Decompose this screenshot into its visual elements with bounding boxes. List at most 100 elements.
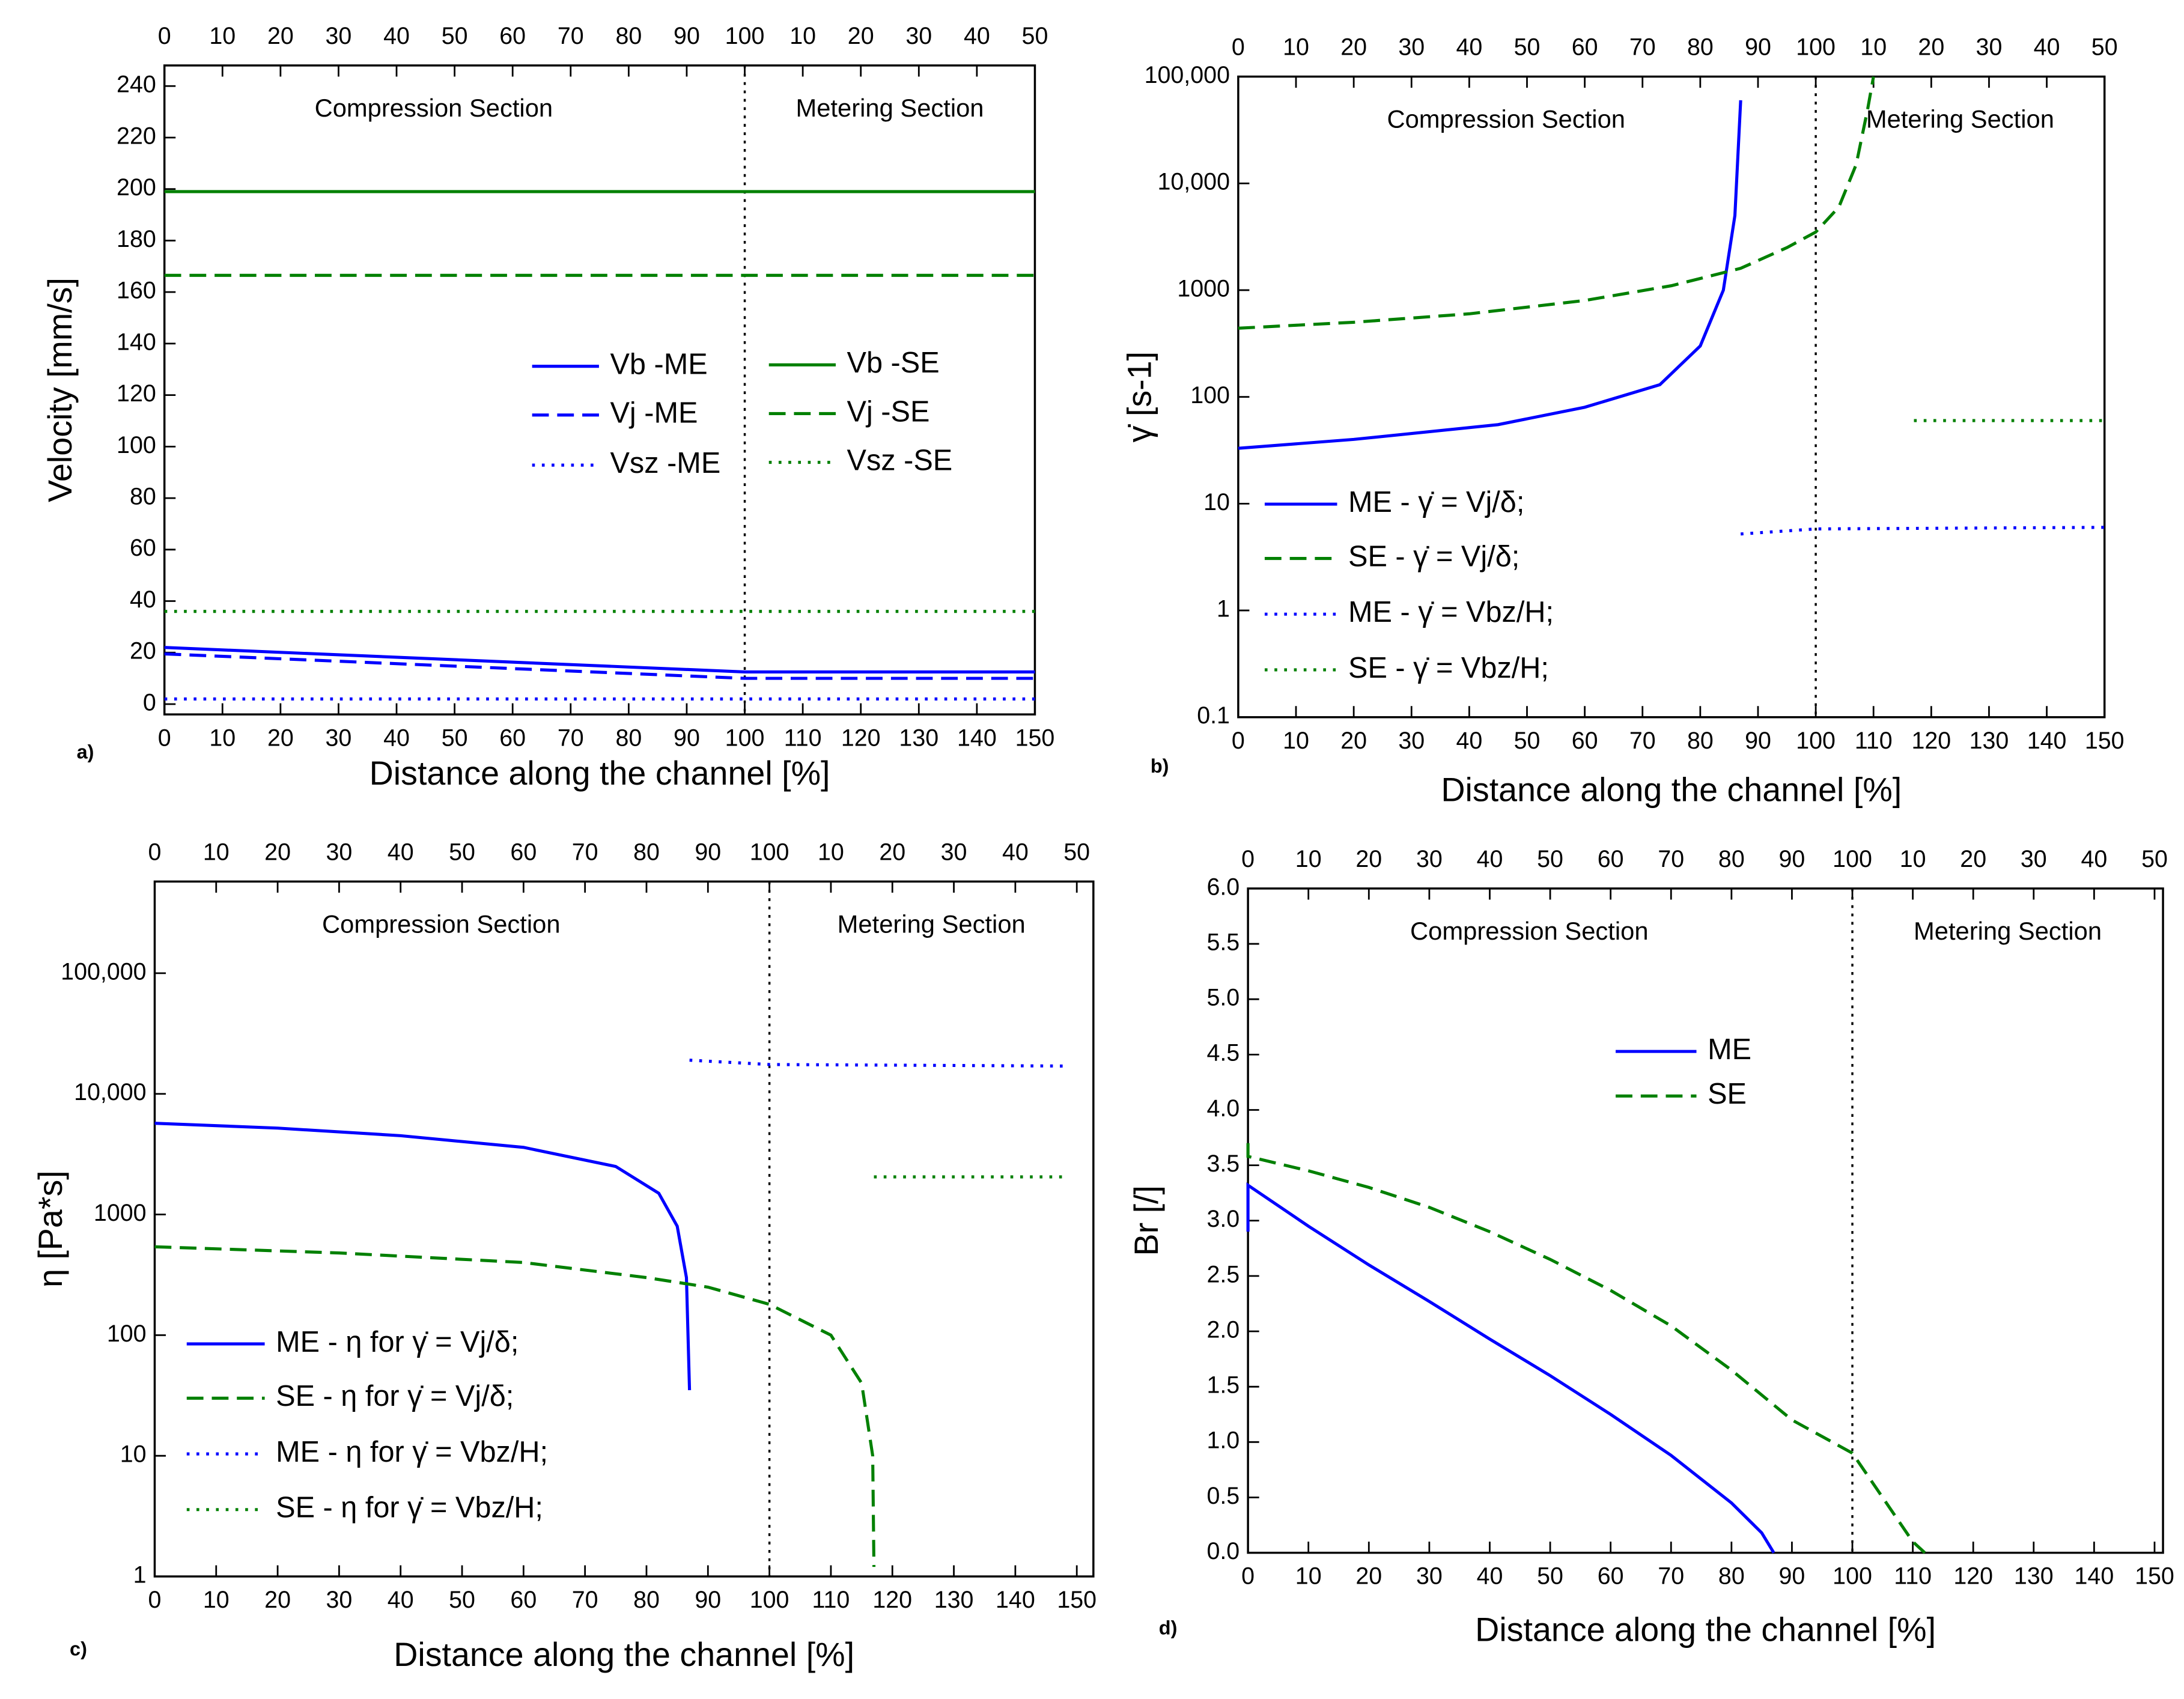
x-tick-label: 0 <box>158 725 171 751</box>
x2-tick-label: 10 <box>818 839 844 865</box>
x2-tick-label: 20 <box>848 23 874 49</box>
section-label: Metering Section <box>838 910 1026 938</box>
x2-tick-label: 30 <box>1416 846 1443 872</box>
panel-label: c) <box>70 1638 87 1659</box>
y-tick-label: 0.1 <box>1197 702 1230 729</box>
x2-tick-label: 70 <box>558 23 584 49</box>
x-tick-label: 50 <box>1514 728 1541 754</box>
x-tick-label: 80 <box>1718 1563 1745 1590</box>
y-tick-label: 100 <box>1190 382 1230 409</box>
x-tick-label: 100 <box>1833 1563 1872 1590</box>
legend-label: SE <box>1708 1078 1747 1110</box>
x2-tick-label: 20 <box>267 23 294 49</box>
x2-tick-label: 50 <box>1063 839 1090 865</box>
x2-tick-label: 90 <box>674 23 700 49</box>
x2-tick-label: 20 <box>1355 846 1382 872</box>
x-tick-label: 100 <box>1796 728 1836 754</box>
x-tick-label: 70 <box>1629 728 1656 754</box>
x-tick-label: 70 <box>1658 1563 1684 1590</box>
y-tick-label: 3.0 <box>1206 1206 1240 1232</box>
x2-tick-label: 10 <box>1900 846 1926 872</box>
series-line <box>164 652 1035 680</box>
x-tick-label: 150 <box>1015 725 1055 751</box>
plot-frame <box>163 64 1036 716</box>
x2-tick-label: 10 <box>203 839 230 865</box>
panel-label: d) <box>1159 1617 1178 1639</box>
series-line <box>1238 100 1742 450</box>
section-label: Metering Section <box>1866 105 2054 133</box>
x-tick-label: 0 <box>148 1587 162 1613</box>
y-tick-label: 100,000 <box>61 958 146 985</box>
legend-label: Vj -SE <box>847 395 930 428</box>
x2-tick-label: 40 <box>1477 846 1503 872</box>
x2-tick-label: 40 <box>383 23 410 49</box>
x2-tick-label: 50 <box>1537 846 1563 872</box>
y-tick-label: 20 <box>130 638 156 664</box>
y-axis-label: η [Pa*s] <box>32 1170 69 1287</box>
x2-tick-label: 30 <box>941 839 967 865</box>
y-tick-label: 4.0 <box>1206 1095 1240 1122</box>
series-line <box>1740 526 2105 536</box>
y-tick-label: 10 <box>120 1441 147 1468</box>
x-tick-label: 10 <box>1283 728 1309 754</box>
x2-tick-label: 40 <box>964 23 990 49</box>
x-tick-label: 150 <box>2135 1563 2174 1590</box>
y-tick-label: 1000 <box>1177 275 1230 302</box>
x2-tick-label: 10 <box>1860 34 1887 61</box>
x-tick-label: 130 <box>1970 728 2009 754</box>
legend-label: SE - η for γ̇ = Vj/δ; <box>276 1380 514 1412</box>
legend-label: ME <box>1708 1033 1751 1066</box>
x-tick-label: 140 <box>996 1587 1035 1613</box>
y-tick-label: 240 <box>117 71 156 98</box>
legend-label: Vb -SE <box>847 347 940 379</box>
x2-tick-label: 90 <box>1779 846 1805 872</box>
legend-label: ME - γ̇ = Vbz/H; <box>1348 596 1554 628</box>
x-tick-label: 60 <box>1572 728 1598 754</box>
y-tick-label: 100 <box>117 432 156 458</box>
x2-tick-label: 60 <box>1598 846 1624 872</box>
x2-tick-label: 40 <box>1002 839 1029 865</box>
x-axis-label: Distance along the channel [%] <box>394 1636 854 1673</box>
y-tick-label: 80 <box>130 483 156 509</box>
legend-label: SE - γ̇ = Vbz/H; <box>1348 652 1549 684</box>
legend-label: ME - γ̇ = Vj/δ; <box>1348 486 1524 518</box>
series-line <box>164 646 1035 673</box>
x-tick-label: 90 <box>1745 728 1771 754</box>
x-tick-label: 120 <box>872 1587 912 1613</box>
x2-tick-label: 40 <box>1456 34 1482 61</box>
y-axis-label: Br [/] <box>1128 1185 1165 1256</box>
x2-tick-label: 30 <box>905 23 932 49</box>
y-tick-label: 1.5 <box>1206 1372 1240 1399</box>
x2-tick-label: 30 <box>2021 846 2047 872</box>
x-tick-label: 90 <box>674 725 700 751</box>
x2-tick-label: 0 <box>1241 846 1255 872</box>
x-tick-label: 80 <box>615 725 642 751</box>
x-tick-label: 30 <box>1398 728 1425 754</box>
legend-label: Vsz -SE <box>847 444 953 476</box>
section-label: Compression Section <box>322 910 561 938</box>
x-tick-label: 120 <box>1911 728 1951 754</box>
x2-tick-label: 30 <box>1398 34 1425 61</box>
x2-tick-label: 50 <box>449 839 475 865</box>
legend-label: SE - γ̇ = Vj/δ; <box>1348 540 1519 573</box>
plot-frame <box>153 880 1095 1578</box>
x-tick-label: 50 <box>449 1587 475 1613</box>
legend-label: Vsz -ME <box>610 447 720 479</box>
x2-tick-label: 10 <box>1283 34 1309 61</box>
legend-label: Vj -ME <box>610 397 698 430</box>
x-tick-label: 20 <box>267 725 294 751</box>
series-line <box>1246 1143 1926 1554</box>
x-tick-label: 20 <box>264 1587 291 1613</box>
x2-tick-label: 80 <box>633 839 660 865</box>
y-axis-label: γ̇ [s-1] <box>1121 351 1158 442</box>
section-label: Compression Section <box>1410 917 1649 945</box>
series-line <box>154 1122 692 1390</box>
x2-tick-label: 30 <box>326 839 352 865</box>
y-tick-label: 0.5 <box>1206 1483 1240 1509</box>
x-tick-label: 40 <box>388 1587 414 1613</box>
x-tick-label: 20 <box>1355 1563 1382 1590</box>
x-tick-label: 0 <box>1232 728 1245 754</box>
x2-tick-label: 40 <box>388 839 414 865</box>
